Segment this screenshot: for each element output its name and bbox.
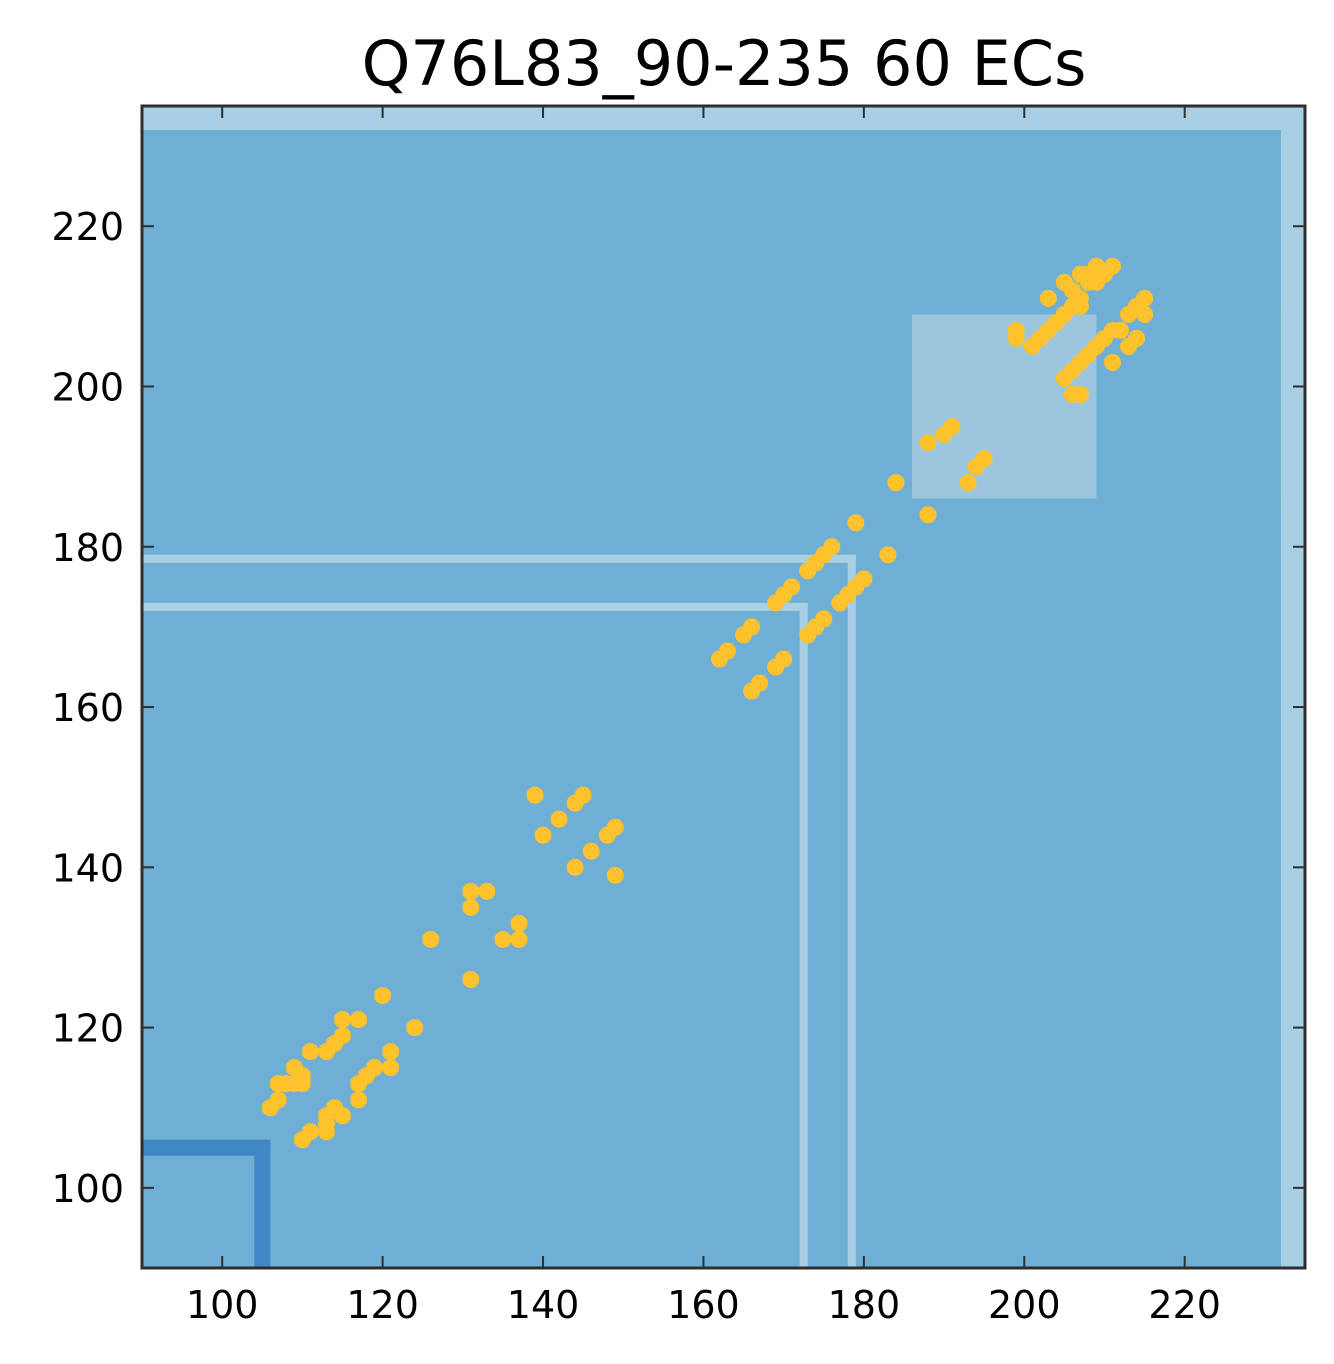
data-point <box>334 1027 352 1045</box>
y-tick-label: 160 <box>51 686 124 730</box>
data-point <box>574 786 592 804</box>
data-point <box>350 1011 368 1029</box>
y-tick-label: 220 <box>51 205 124 249</box>
data-point <box>293 1067 311 1085</box>
data-point <box>606 866 624 884</box>
background-region <box>254 1139 271 1268</box>
y-tick-label: 120 <box>51 1007 124 1051</box>
data-point <box>1104 257 1122 275</box>
data-point <box>919 434 937 452</box>
background-regions <box>142 106 1305 1268</box>
data-point <box>374 987 392 1005</box>
data-point <box>478 882 496 900</box>
data-point <box>462 882 480 900</box>
data-point <box>943 418 961 436</box>
data-point <box>823 538 841 556</box>
data-point <box>366 1059 384 1077</box>
data-point <box>1007 329 1025 347</box>
data-point <box>301 1043 319 1061</box>
data-point <box>751 674 769 692</box>
data-point <box>382 1043 400 1061</box>
data-point <box>1071 385 1089 403</box>
data-point <box>334 1011 352 1029</box>
x-tick-label: 100 <box>186 1283 259 1327</box>
data-point <box>783 578 801 596</box>
data-point <box>510 930 528 948</box>
data-point <box>975 450 993 468</box>
data-point <box>462 898 480 916</box>
data-point <box>1128 329 1146 347</box>
x-tick-label: 120 <box>346 1283 419 1327</box>
data-point <box>526 786 544 804</box>
data-point <box>1104 353 1122 371</box>
data-point <box>510 914 528 932</box>
y-tick-label: 100 <box>51 1167 124 1211</box>
background-region <box>142 106 1305 131</box>
y-tick-label: 140 <box>51 846 124 890</box>
background-region <box>847 554 856 1268</box>
data-point <box>269 1091 287 1109</box>
x-tick-label: 220 <box>1148 1283 1221 1327</box>
data-point <box>422 930 440 948</box>
y-tick-label: 200 <box>51 365 124 409</box>
data-point <box>582 842 600 860</box>
background-region <box>1096 130 1281 1268</box>
data-point <box>534 826 552 844</box>
data-point <box>855 570 873 588</box>
data-point <box>959 474 977 492</box>
data-point <box>566 858 584 876</box>
x-tick-label: 140 <box>507 1283 580 1327</box>
data-point <box>743 618 761 636</box>
data-point <box>775 650 793 668</box>
data-point <box>317 1115 335 1133</box>
plot-frame <box>140 104 1307 1270</box>
data-point <box>1071 289 1089 307</box>
x-tick-label: 160 <box>667 1283 740 1327</box>
data-point <box>1136 305 1154 323</box>
data-point <box>462 971 480 989</box>
data-point <box>1039 289 1057 307</box>
data-point <box>550 810 568 828</box>
data-point <box>719 642 737 660</box>
data-point <box>606 818 624 836</box>
axis-ticks: 100 120 140 160 180 200 220 100 120 140 160 180 200 2… <box>51 106 1305 1327</box>
data-point <box>494 930 512 948</box>
background-region <box>142 554 856 563</box>
data-point <box>350 1091 368 1109</box>
x-tick-label: 180 <box>828 1283 901 1327</box>
data-point <box>1112 321 1130 339</box>
data-point <box>1136 289 1154 307</box>
background-region <box>799 602 808 1268</box>
data-point <box>879 546 897 564</box>
background-region <box>142 130 912 1268</box>
contact-points <box>261 257 1154 1149</box>
background-region <box>1280 106 1305 1268</box>
data-point <box>815 610 833 628</box>
data-point <box>334 1107 352 1125</box>
y-tick-label: 180 <box>51 526 124 570</box>
x-tick-label: 200 <box>988 1283 1061 1327</box>
data-point <box>887 474 905 492</box>
background-region <box>142 1139 271 1156</box>
data-point <box>406 1019 424 1037</box>
data-point <box>919 506 937 524</box>
background-region <box>142 602 808 611</box>
data-point <box>847 514 865 532</box>
data-point <box>382 1059 400 1077</box>
chart-title: Q76L83_90-235 60 ECs <box>362 27 1087 100</box>
data-point <box>301 1123 319 1141</box>
